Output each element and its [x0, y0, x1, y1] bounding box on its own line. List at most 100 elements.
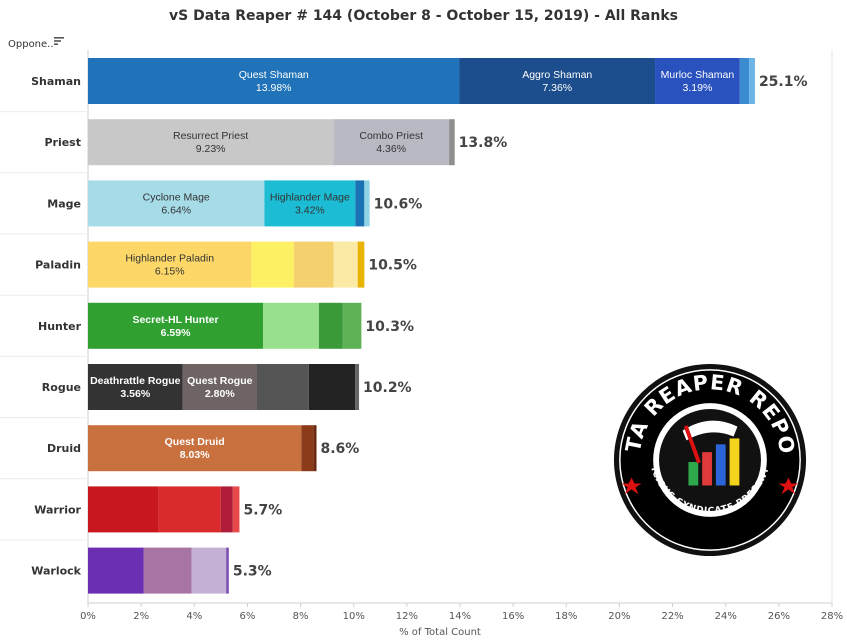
x-tick-label: 20%	[608, 611, 630, 622]
bar-segment[interactable]	[655, 58, 740, 104]
segment-value-label: 4.36%	[376, 143, 406, 155]
segment-value-label: 3.42%	[295, 204, 325, 216]
segment-archetype-label: Resurrect Priest	[173, 130, 248, 142]
bar-segment[interactable]	[88, 302, 264, 349]
segment-value-label: 3.19%	[683, 82, 713, 94]
segment-archetype-label: Aggro Shaman	[522, 69, 592, 81]
bar-segment[interactable]	[263, 302, 319, 349]
bar-segment[interactable]	[88, 241, 252, 288]
category-label[interactable]: Priest	[44, 136, 81, 149]
segment-value-label: 13.98%	[256, 82, 292, 94]
segment-archetype-label: Cyclone Mage	[143, 191, 210, 203]
category-label[interactable]: Warlock	[31, 565, 81, 578]
bar-total-label: 10.5%	[368, 258, 417, 274]
bar-segment[interactable]	[355, 364, 360, 410]
bar-total-label: 10.6%	[374, 196, 423, 212]
bar-segment[interactable]	[88, 119, 334, 166]
segment-archetype-label: Highlander Mage	[270, 191, 350, 203]
bar-total-label: 5.3%	[233, 564, 272, 580]
bar-segment[interactable]	[88, 58, 460, 104]
x-tick-label: 24%	[715, 611, 737, 622]
bar-segment[interactable]	[88, 547, 144, 594]
x-tick-label: 16%	[502, 611, 524, 622]
bar-total-label: 8.6%	[321, 441, 360, 457]
segment-value-label: 7.36%	[542, 82, 572, 94]
category-label[interactable]: Warrior	[34, 503, 81, 516]
segment-archetype-label: Quest Rogue	[187, 375, 252, 387]
data-reaper-report-badge: DATA REAPER REPORT VICIOUS SYNDICATE PRE…	[612, 362, 807, 557]
bar-segment[interactable]	[739, 58, 750, 104]
bar-segment[interactable]	[357, 241, 365, 288]
segment-archetype-label: Quest Shaman	[239, 69, 309, 81]
bar-segment[interactable]	[264, 180, 356, 227]
segment-archetype-label: Murloc Shaman	[661, 69, 735, 81]
segment-value-label: 3.56%	[120, 388, 150, 400]
segment-archetype-label: Quest Druid	[165, 436, 225, 448]
category-label[interactable]: Druid	[47, 442, 81, 455]
opponent-axis-header[interactable]: Oppone..	[8, 39, 54, 50]
segment-archetype-label: Highlander Paladin	[125, 253, 214, 265]
bar-segment[interactable]	[318, 302, 343, 349]
bar-segment[interactable]	[232, 486, 240, 533]
segment-value-label: 6.15%	[155, 266, 185, 278]
x-tick-label: 14%	[449, 611, 471, 622]
category-label[interactable]: Mage	[47, 197, 81, 210]
bar-segment[interactable]	[449, 119, 455, 166]
x-tick-label: 26%	[768, 611, 790, 622]
bar-segment[interactable]	[301, 425, 314, 472]
x-tick-label: 6%	[239, 611, 255, 622]
bar-segment[interactable]	[355, 180, 365, 227]
category-label[interactable]: Paladin	[35, 259, 81, 272]
bar-segment[interactable]	[251, 241, 294, 288]
x-tick-label: 4%	[186, 611, 202, 622]
x-tick-label: 18%	[555, 611, 577, 622]
x-tick-label: 28%	[821, 611, 843, 622]
chart-title: vS Data Reaper # 144 (October 8 - Octobe…	[169, 8, 678, 24]
bar-segment[interactable]	[333, 119, 450, 166]
segment-archetype-label: Secret-HL Hunter	[132, 314, 218, 326]
bar-segment[interactable]	[191, 547, 227, 594]
bar-segment[interactable]	[342, 302, 362, 349]
x-tick-label: 10%	[343, 611, 365, 622]
segment-value-label: 2.80%	[205, 388, 235, 400]
segment-archetype-label: Combo Priest	[359, 130, 423, 142]
sort-descending-icon[interactable]	[54, 36, 64, 46]
segment-value-label: 6.64%	[161, 204, 191, 216]
bar-total-label: 5.7%	[243, 502, 282, 518]
bar-segment[interactable]	[749, 58, 755, 104]
bar-segment[interactable]	[143, 547, 192, 594]
bar-segment[interactable]	[88, 425, 302, 472]
bar-segment[interactable]	[293, 241, 334, 288]
bar-segment[interactable]	[256, 364, 309, 410]
x-tick-label: 2%	[133, 611, 149, 622]
bar-segment[interactable]	[182, 364, 257, 410]
bar-total-label: 25.1%	[759, 74, 808, 90]
bar-total-label: 10.2%	[363, 380, 412, 396]
segment-value-label: 9.23%	[196, 143, 226, 155]
bar-segment[interactable]	[158, 486, 221, 533]
category-label[interactable]: Shaman	[31, 75, 81, 88]
x-tick-label: 12%	[396, 611, 418, 622]
category-label[interactable]: Hunter	[38, 320, 82, 333]
segment-value-label: 6.59%	[161, 327, 191, 339]
segment-value-label: 8.03%	[180, 449, 210, 461]
bar-segment[interactable]	[364, 180, 370, 227]
x-tick-label: 22%	[661, 611, 683, 622]
bar-segment[interactable]	[226, 547, 229, 594]
category-label[interactable]: Rogue	[42, 381, 81, 394]
bar-segment[interactable]	[459, 58, 656, 104]
bar-total-label: 10.3%	[365, 319, 414, 335]
bar-segment[interactable]	[220, 486, 233, 533]
x-axis-title: % of Total Count	[399, 627, 481, 638]
bar-segment[interactable]	[308, 364, 356, 410]
bar-segment[interactable]	[313, 425, 317, 472]
x-tick-label: 8%	[293, 611, 309, 622]
bar-total-label: 13.8%	[459, 135, 508, 151]
bar-segment[interactable]	[88, 180, 265, 227]
segment-archetype-label: Deathrattle Rogue	[90, 375, 181, 387]
bar-segment[interactable]	[88, 486, 159, 533]
x-tick-label: 0%	[80, 611, 96, 622]
bar-segment[interactable]	[88, 364, 183, 410]
bar-segment[interactable]	[333, 241, 358, 288]
